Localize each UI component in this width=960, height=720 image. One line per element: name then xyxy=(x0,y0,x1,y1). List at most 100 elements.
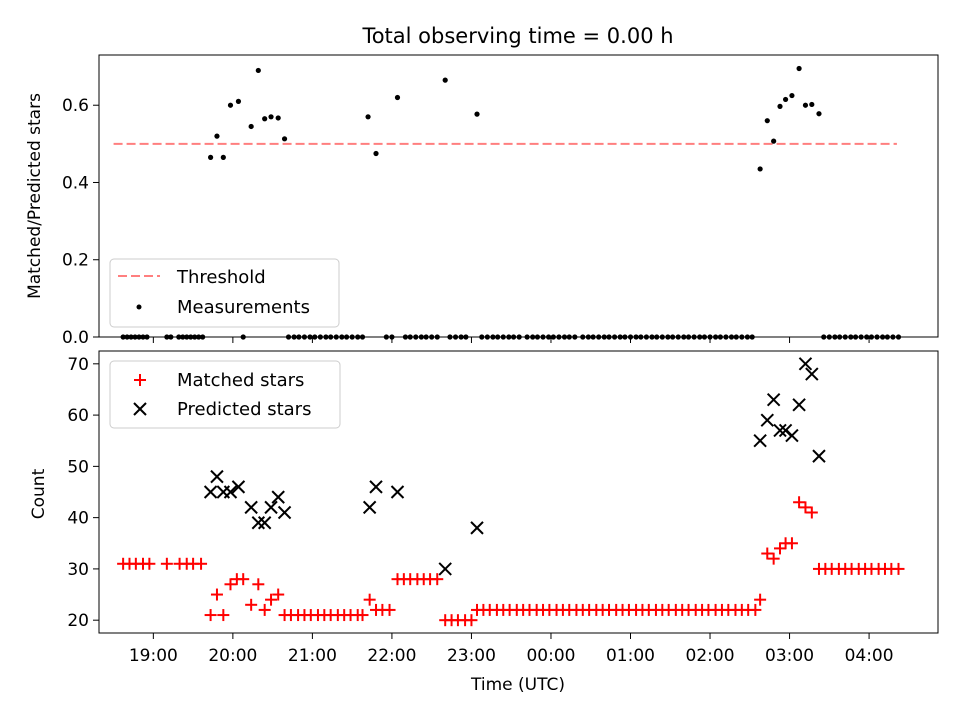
matched-star-point xyxy=(143,557,156,570)
bottom-y-ticks: 20 30 40 50 60 70 xyxy=(67,355,99,631)
measurement-point xyxy=(268,114,274,120)
predicted-star-point xyxy=(369,480,383,494)
bottom-x-ticks: 19:00 20:00 21:00 22:00 23:00 00:00 01:00 02:00… xyxy=(129,633,894,666)
matched-star-point xyxy=(363,593,376,606)
predicted-star-point xyxy=(470,521,484,535)
predicted-stars-points xyxy=(203,357,826,576)
x-tick-label: 19:00 xyxy=(129,646,178,666)
predicted-star-point xyxy=(766,393,781,407)
top-y-tick-label: 0.4 xyxy=(62,173,89,193)
bottom-y-tick-label: 30 xyxy=(67,560,89,580)
top-y-tick-label: 0.0 xyxy=(62,328,89,348)
matched-star-point xyxy=(258,603,271,616)
predicted-star-point xyxy=(753,434,767,448)
matched-star-point xyxy=(356,609,369,622)
matched-star-point xyxy=(774,542,787,555)
x-tick-label: 02:00 xyxy=(686,646,735,666)
matched-star-point xyxy=(754,593,767,606)
x-axis-label: Time (UTC) xyxy=(470,675,565,695)
measurement-point xyxy=(281,136,288,142)
matched-star-point xyxy=(245,598,258,611)
measurement-point xyxy=(782,96,789,103)
measurement-point xyxy=(442,77,448,83)
bottom-y-tick-label: 50 xyxy=(67,457,89,477)
legend-measurements-swatch xyxy=(136,304,142,310)
matched-star-point xyxy=(210,588,223,601)
predicted-star-point xyxy=(362,500,377,515)
measurement-point xyxy=(764,118,770,124)
predicted-star-point xyxy=(812,449,826,463)
legend-matched-label: Matched stars xyxy=(177,370,304,391)
measurement-point xyxy=(771,138,777,144)
x-tick-label: 21:00 xyxy=(288,646,337,666)
predicted-star-point xyxy=(231,480,246,494)
predicted-star-point xyxy=(203,485,218,499)
bottom-legend: Matched stars Predicted stars xyxy=(109,360,341,429)
matched-star-point xyxy=(761,547,774,560)
predicted-star-point xyxy=(792,398,806,412)
top-y-axis-label: Matched/Predicted stars xyxy=(25,93,45,299)
predicted-star-point xyxy=(438,562,452,576)
predicted-star-point xyxy=(244,500,258,515)
matched-star-point xyxy=(272,588,285,601)
top-legend: Threshold Measurements xyxy=(109,258,340,328)
top-plot-frame xyxy=(98,54,939,338)
legend-measurements-label: Measurements xyxy=(177,297,310,318)
x-tick-label: 22:00 xyxy=(367,646,416,666)
matched-star-point xyxy=(799,501,812,514)
measurement-point xyxy=(220,154,226,160)
measurement-point xyxy=(255,67,261,74)
matched-star-point xyxy=(195,557,208,570)
measurement-point xyxy=(394,94,401,101)
matched-star-point xyxy=(431,573,444,586)
matched-star-point xyxy=(793,496,806,509)
x-tick-label: 04:00 xyxy=(845,646,894,666)
measurement-point xyxy=(214,133,220,139)
legend-predicted-label: Predicted stars xyxy=(177,399,311,420)
measurement-point xyxy=(208,154,214,160)
predicted-star-point xyxy=(785,428,799,443)
measurement-point xyxy=(474,111,480,117)
predicted-star-point xyxy=(257,516,272,530)
measurement-point xyxy=(757,166,763,172)
matched-star-point xyxy=(749,603,762,616)
bottom-y-tick-label: 60 xyxy=(67,406,89,426)
matched-star-point xyxy=(217,609,230,622)
legend-threshold-label: Threshold xyxy=(176,267,266,288)
predicted-star-point xyxy=(251,516,266,530)
measurement-point xyxy=(227,102,234,108)
top-y-tick-label: 0.6 xyxy=(62,96,89,116)
matched-stars-points xyxy=(117,496,905,627)
matched-star-point xyxy=(265,593,278,606)
measurement-point xyxy=(802,102,809,108)
legend-predicted-swatch xyxy=(133,402,147,416)
bottom-y-tick-label: 20 xyxy=(67,611,89,631)
bottom-plot-frame xyxy=(98,350,939,634)
x-tick-label: 01:00 xyxy=(606,646,655,666)
predicted-star-point xyxy=(773,423,787,438)
x-tick-label: 20:00 xyxy=(208,646,257,666)
top-chart-title: Total observing time = 0.00 h xyxy=(361,24,673,48)
predicted-star-point xyxy=(805,367,819,381)
predicted-star-point xyxy=(760,413,774,427)
measurement-point xyxy=(235,98,242,104)
measurement-point xyxy=(789,92,795,99)
bottom-y-tick-label: 70 xyxy=(67,355,89,375)
measurement-point xyxy=(777,103,783,109)
measurement-point xyxy=(365,114,371,120)
top-y-tick-label: 0.2 xyxy=(62,251,89,271)
predicted-star-point xyxy=(798,357,813,371)
predicted-star-point xyxy=(390,485,405,499)
top-panel: Total observing time = 0.00 h Matched/Pr… xyxy=(25,24,939,348)
measurement-point xyxy=(275,115,281,121)
matched-star-point xyxy=(204,609,217,622)
predicted-star-point xyxy=(210,469,224,484)
bottom-y-tick-label: 40 xyxy=(67,509,89,529)
matched-star-point xyxy=(785,537,798,550)
x-tick-label: 00:00 xyxy=(526,646,575,666)
x-tick-label: 23:00 xyxy=(447,646,496,666)
predicted-star-point xyxy=(264,500,278,515)
measurement-point xyxy=(809,101,815,108)
